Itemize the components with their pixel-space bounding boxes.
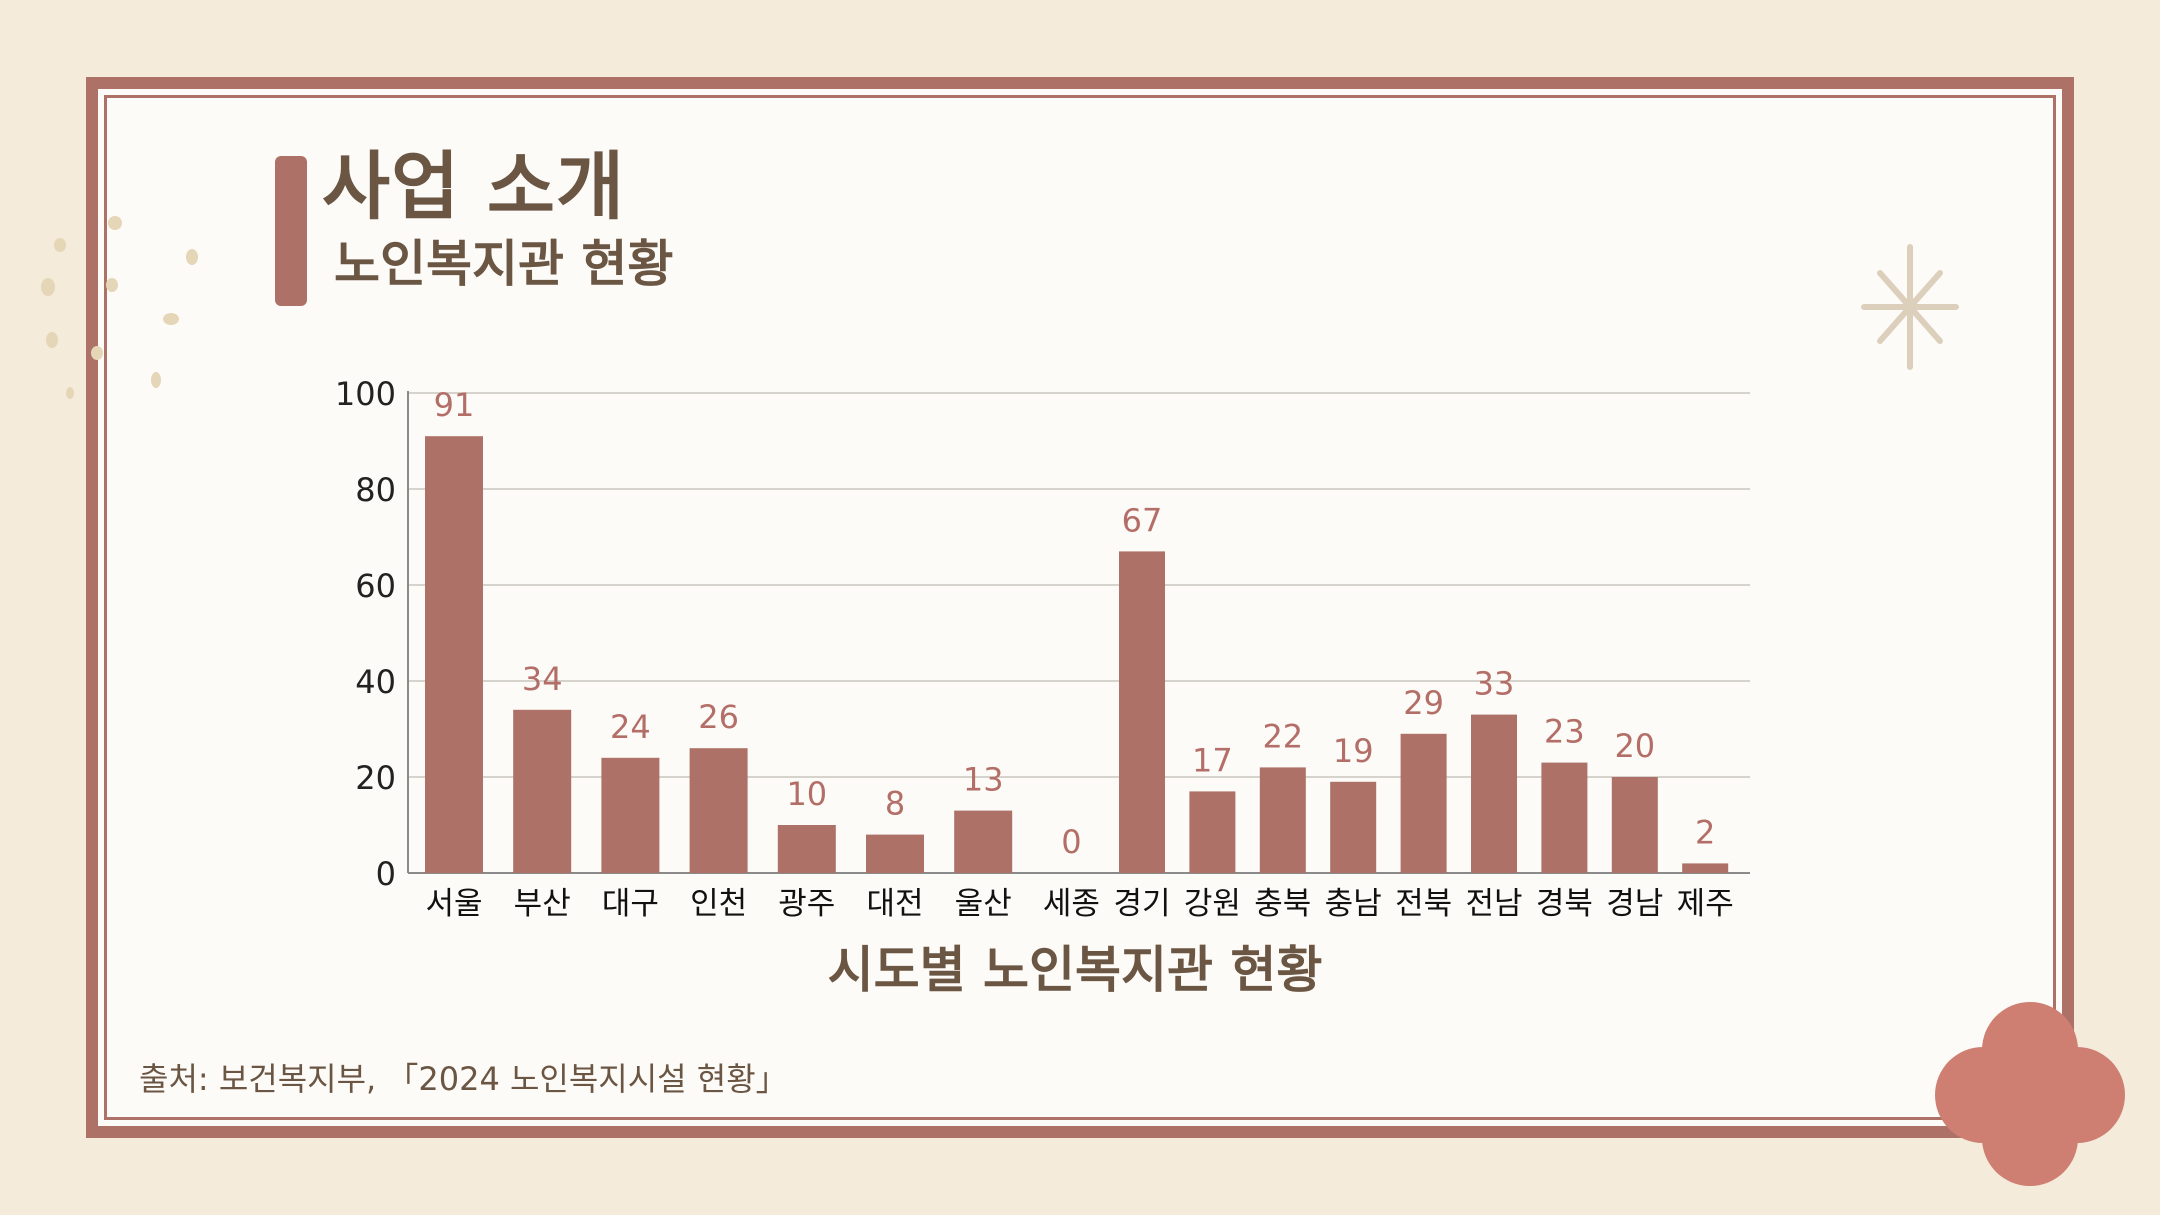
flower-icon — [1935, 1002, 2125, 1186]
data-label: 34 — [522, 660, 563, 698]
data-label: 8 — [885, 785, 905, 823]
bar — [954, 810, 1013, 873]
bar — [513, 709, 572, 873]
data-label: 19 — [1333, 732, 1374, 770]
data-label: 17 — [1192, 741, 1233, 779]
data-label: 10 — [786, 775, 827, 813]
x-tick-label: 세종 — [1043, 886, 1100, 922]
x-tick-label: 울산 — [955, 886, 1012, 922]
data-label: 24 — [610, 708, 651, 746]
x-tick-label: 전북 — [1395, 886, 1452, 922]
y-tick-label: 60 — [355, 567, 396, 605]
bar — [1400, 733, 1447, 873]
bar — [1471, 714, 1517, 873]
x-tick-label: 부산 — [514, 886, 571, 922]
x-tick-label: 인천 — [690, 886, 747, 922]
y-tick-label: 100 — [335, 375, 396, 413]
source-caption: 출처: 보건복지부, 「2024 노인복지시설 현황」 — [139, 1060, 788, 1098]
slide-subtitle: 노인복지관 현황 — [334, 235, 674, 293]
sparkle-icon — [1861, 244, 1959, 370]
bar — [1541, 762, 1588, 873]
bar — [1330, 781, 1377, 873]
bar — [1119, 551, 1165, 873]
x-axis-title: 시도별 노인복지관 현황 — [828, 941, 1323, 999]
bar — [777, 825, 836, 873]
bar — [689, 748, 748, 873]
x-tick-label: 경북 — [1536, 886, 1593, 922]
bar — [601, 757, 660, 873]
y-tick-label: 0 — [376, 855, 396, 893]
data-label: 20 — [1614, 727, 1655, 765]
data-label: 67 — [1122, 501, 1163, 539]
title-accent-bar — [275, 156, 307, 306]
x-tick-label: 서울 — [425, 886, 482, 922]
y-tick-label: 40 — [355, 663, 396, 701]
dots-decoration — [41, 216, 198, 399]
x-tick-label: 대구 — [602, 886, 659, 922]
data-label: 29 — [1403, 684, 1444, 722]
x-tick-label: 전남 — [1465, 886, 1522, 922]
x-tick-label: 충남 — [1325, 886, 1382, 922]
x-tick-label: 경기 — [1113, 886, 1170, 922]
bar — [866, 834, 924, 873]
slide-frame-inner-line — [104, 95, 2056, 1120]
bar — [1189, 791, 1236, 873]
data-label: 26 — [698, 698, 739, 736]
x-tick-label: 경남 — [1606, 886, 1663, 922]
y-tick-label: 80 — [355, 471, 396, 509]
x-tick-label: 대전 — [866, 886, 923, 922]
x-tick-label: 충북 — [1254, 886, 1311, 922]
x-tick-label: 강원 — [1184, 886, 1241, 922]
data-label: 91 — [434, 386, 475, 424]
data-label: 2 — [1695, 813, 1715, 851]
bar — [1259, 767, 1306, 873]
data-label: 23 — [1544, 713, 1585, 751]
data-label: 22 — [1262, 717, 1303, 755]
data-label: 0 — [1061, 823, 1081, 861]
y-tick-label: 20 — [355, 759, 396, 797]
slide-title: 사업 소개 — [322, 144, 626, 230]
x-tick-label: 제주 — [1677, 886, 1734, 922]
data-label: 13 — [963, 761, 1004, 799]
x-tick-label: 광주 — [778, 886, 835, 922]
bar — [425, 436, 483, 873]
data-label: 33 — [1474, 665, 1515, 703]
bar — [1611, 777, 1658, 873]
bar — [1682, 863, 1729, 873]
